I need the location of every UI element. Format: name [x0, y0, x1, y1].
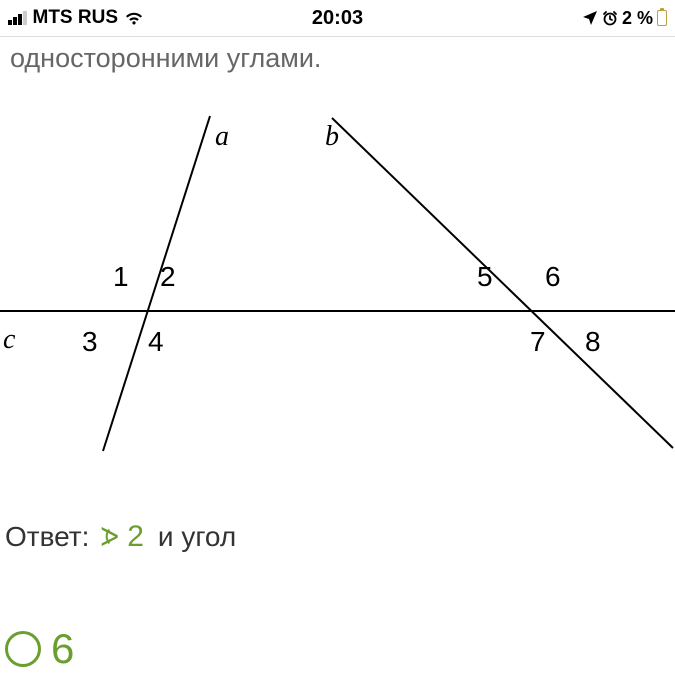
carrier-label: MTS RUS — [33, 7, 119, 29]
status-bar: MTS RUS 20:03 2 % — [0, 0, 675, 36]
question-6-marker[interactable]: 6 — [5, 625, 74, 673]
status-time: 20:03 — [312, 7, 363, 30]
angle-icon: ∢ — [99, 522, 121, 553]
battery-icon — [657, 10, 667, 26]
battery-pct: 2 % — [622, 8, 653, 29]
circle-icon — [5, 631, 41, 667]
location-icon — [582, 10, 598, 26]
geometry-diagram: cab12345678 — [0, 106, 675, 466]
divider — [0, 36, 675, 37]
answer-label: Ответ: — [5, 521, 89, 553]
diagram-svg — [0, 106, 675, 466]
answer-value: ∢ 2 — [99, 520, 143, 554]
answer-row: Ответ: ∢ 2 и угол — [5, 520, 236, 554]
status-left: MTS RUS — [8, 7, 144, 29]
wifi-icon — [124, 11, 144, 26]
status-right: 2 % — [582, 8, 667, 29]
answer-suffix: и угол — [158, 521, 236, 553]
answer-angle-number: 2 — [127, 520, 144, 554]
alarm-icon — [602, 10, 618, 26]
signal-icon — [8, 11, 27, 25]
question-text: односторонними углами. — [0, 36, 675, 76]
question-number: 6 — [51, 625, 74, 673]
